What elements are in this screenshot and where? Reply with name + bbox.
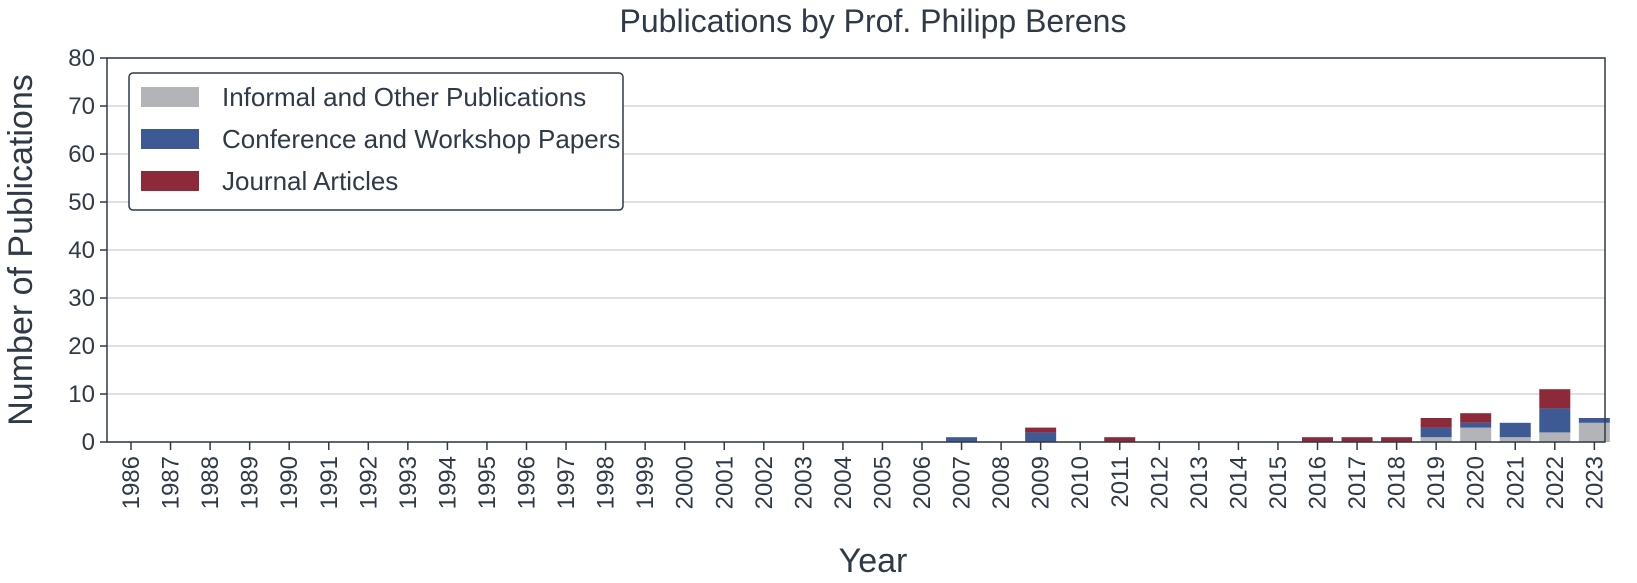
x-axis-label: Year — [839, 542, 908, 580]
bar-segment — [1499, 437, 1531, 442]
x-tick-label: 1986 — [118, 456, 145, 509]
bar-segment — [1420, 427, 1452, 438]
x-tick-label: 2000 — [672, 456, 699, 509]
chart-title: Publications by Prof. Philipp Berens — [620, 3, 1127, 39]
legend-box — [128, 72, 624, 211]
bar-segment — [1539, 432, 1571, 442]
bar-segment — [1025, 432, 1057, 442]
x-tick-label: 2008 — [988, 456, 1015, 509]
x-tick-label: 2004 — [830, 456, 857, 509]
bar-segment — [1025, 427, 1057, 433]
bar-segment — [1578, 418, 1610, 423]
y-tick-label: 70 — [68, 93, 95, 120]
x-tick-label: 1998 — [593, 456, 620, 509]
x-tick-label: 2022 — [1542, 456, 1569, 509]
x-tick-label: 1995 — [474, 456, 501, 509]
x-tick-label: 2018 — [1384, 456, 1411, 509]
x-tick-label: 2013 — [1186, 456, 1213, 509]
bar-segment — [1460, 427, 1492, 442]
x-tick-label: 2021 — [1502, 456, 1529, 509]
bar-segment — [1460, 422, 1492, 428]
legend-swatch — [141, 171, 199, 191]
bar-segment — [1341, 437, 1373, 442]
y-tick-label: 50 — [68, 189, 95, 216]
y-axis-ticks: 0 10 20 30 40 50 60 70 80 — [68, 45, 107, 456]
y-tick-label: 80 — [68, 45, 95, 72]
x-tick-label: 2020 — [1463, 456, 1490, 509]
x-tick-label: 2005 — [869, 456, 896, 509]
y-tick-label: 20 — [68, 333, 95, 360]
x-tick-label: 1997 — [553, 456, 580, 509]
y-axis-label: Number of Publications — [2, 74, 40, 426]
y-tick-label: 40 — [68, 237, 95, 264]
x-tick-label: 2006 — [909, 456, 936, 509]
x-tick-label: 2019 — [1423, 456, 1450, 509]
legend-swatch — [141, 87, 199, 107]
x-tick-label: 2011 — [1107, 456, 1134, 508]
x-tick-label: 1992 — [355, 456, 382, 509]
x-tick-label: 1989 — [237, 456, 264, 509]
bar-segment — [1460, 413, 1492, 423]
x-tick-label: 1993 — [395, 456, 422, 509]
x-tick-label: 1987 — [158, 456, 185, 509]
bars — [946, 389, 1610, 442]
x-tick-label: 2002 — [751, 456, 778, 509]
bar-segment — [1539, 389, 1571, 409]
x-tick-label: 1991 — [316, 456, 343, 509]
x-tick-label: 2015 — [1265, 456, 1292, 509]
x-tick-label: 1996 — [514, 456, 541, 509]
bar-segment — [1104, 437, 1136, 442]
x-tick-label: 2016 — [1305, 456, 1332, 509]
x-tick-label: 2007 — [949, 456, 976, 509]
bar-segment — [1420, 437, 1452, 442]
y-tick-label: 30 — [68, 285, 95, 312]
x-tick-label: 2003 — [790, 456, 817, 509]
x-tick-label: 2001 — [711, 456, 738, 509]
x-tick-label: 2017 — [1344, 456, 1371, 509]
bar-segment — [1578, 422, 1610, 442]
legend-label: Journal Articles — [222, 166, 398, 196]
y-tick-label: 60 — [68, 141, 95, 168]
x-tick-label: 2009 — [1028, 456, 1055, 509]
bar-segment — [946, 437, 978, 442]
x-tick-label: 2023 — [1581, 456, 1608, 509]
x-tick-label: 1999 — [632, 456, 659, 509]
legend-label: Conference and Workshop Papers — [222, 124, 620, 154]
y-tick-label: 0 — [82, 429, 95, 456]
legend-swatch — [141, 129, 199, 149]
bar-segment — [1539, 408, 1571, 433]
x-tick-label: 2012 — [1146, 456, 1173, 509]
legend-label: Informal and Other Publications — [222, 82, 586, 112]
x-tick-label: 1994 — [434, 456, 461, 509]
x-tick-label: 1990 — [276, 456, 303, 509]
x-tick-label: 2014 — [1225, 456, 1252, 509]
legend: Informal and Other Publications Conferenc… — [128, 72, 624, 211]
bar-segment — [1302, 437, 1333, 442]
x-axis-ticks: 1986 1987 1988 1989 1990 1991 1992 1993 1994 1995… — [118, 442, 1608, 509]
bar-segment — [1420, 418, 1452, 428]
x-tick-label: 1988 — [197, 456, 224, 509]
bar-segment — [1381, 437, 1413, 442]
y-tick-label: 10 — [68, 381, 95, 408]
x-tick-label: 2010 — [1067, 456, 1094, 509]
bar-segment — [1499, 422, 1531, 438]
